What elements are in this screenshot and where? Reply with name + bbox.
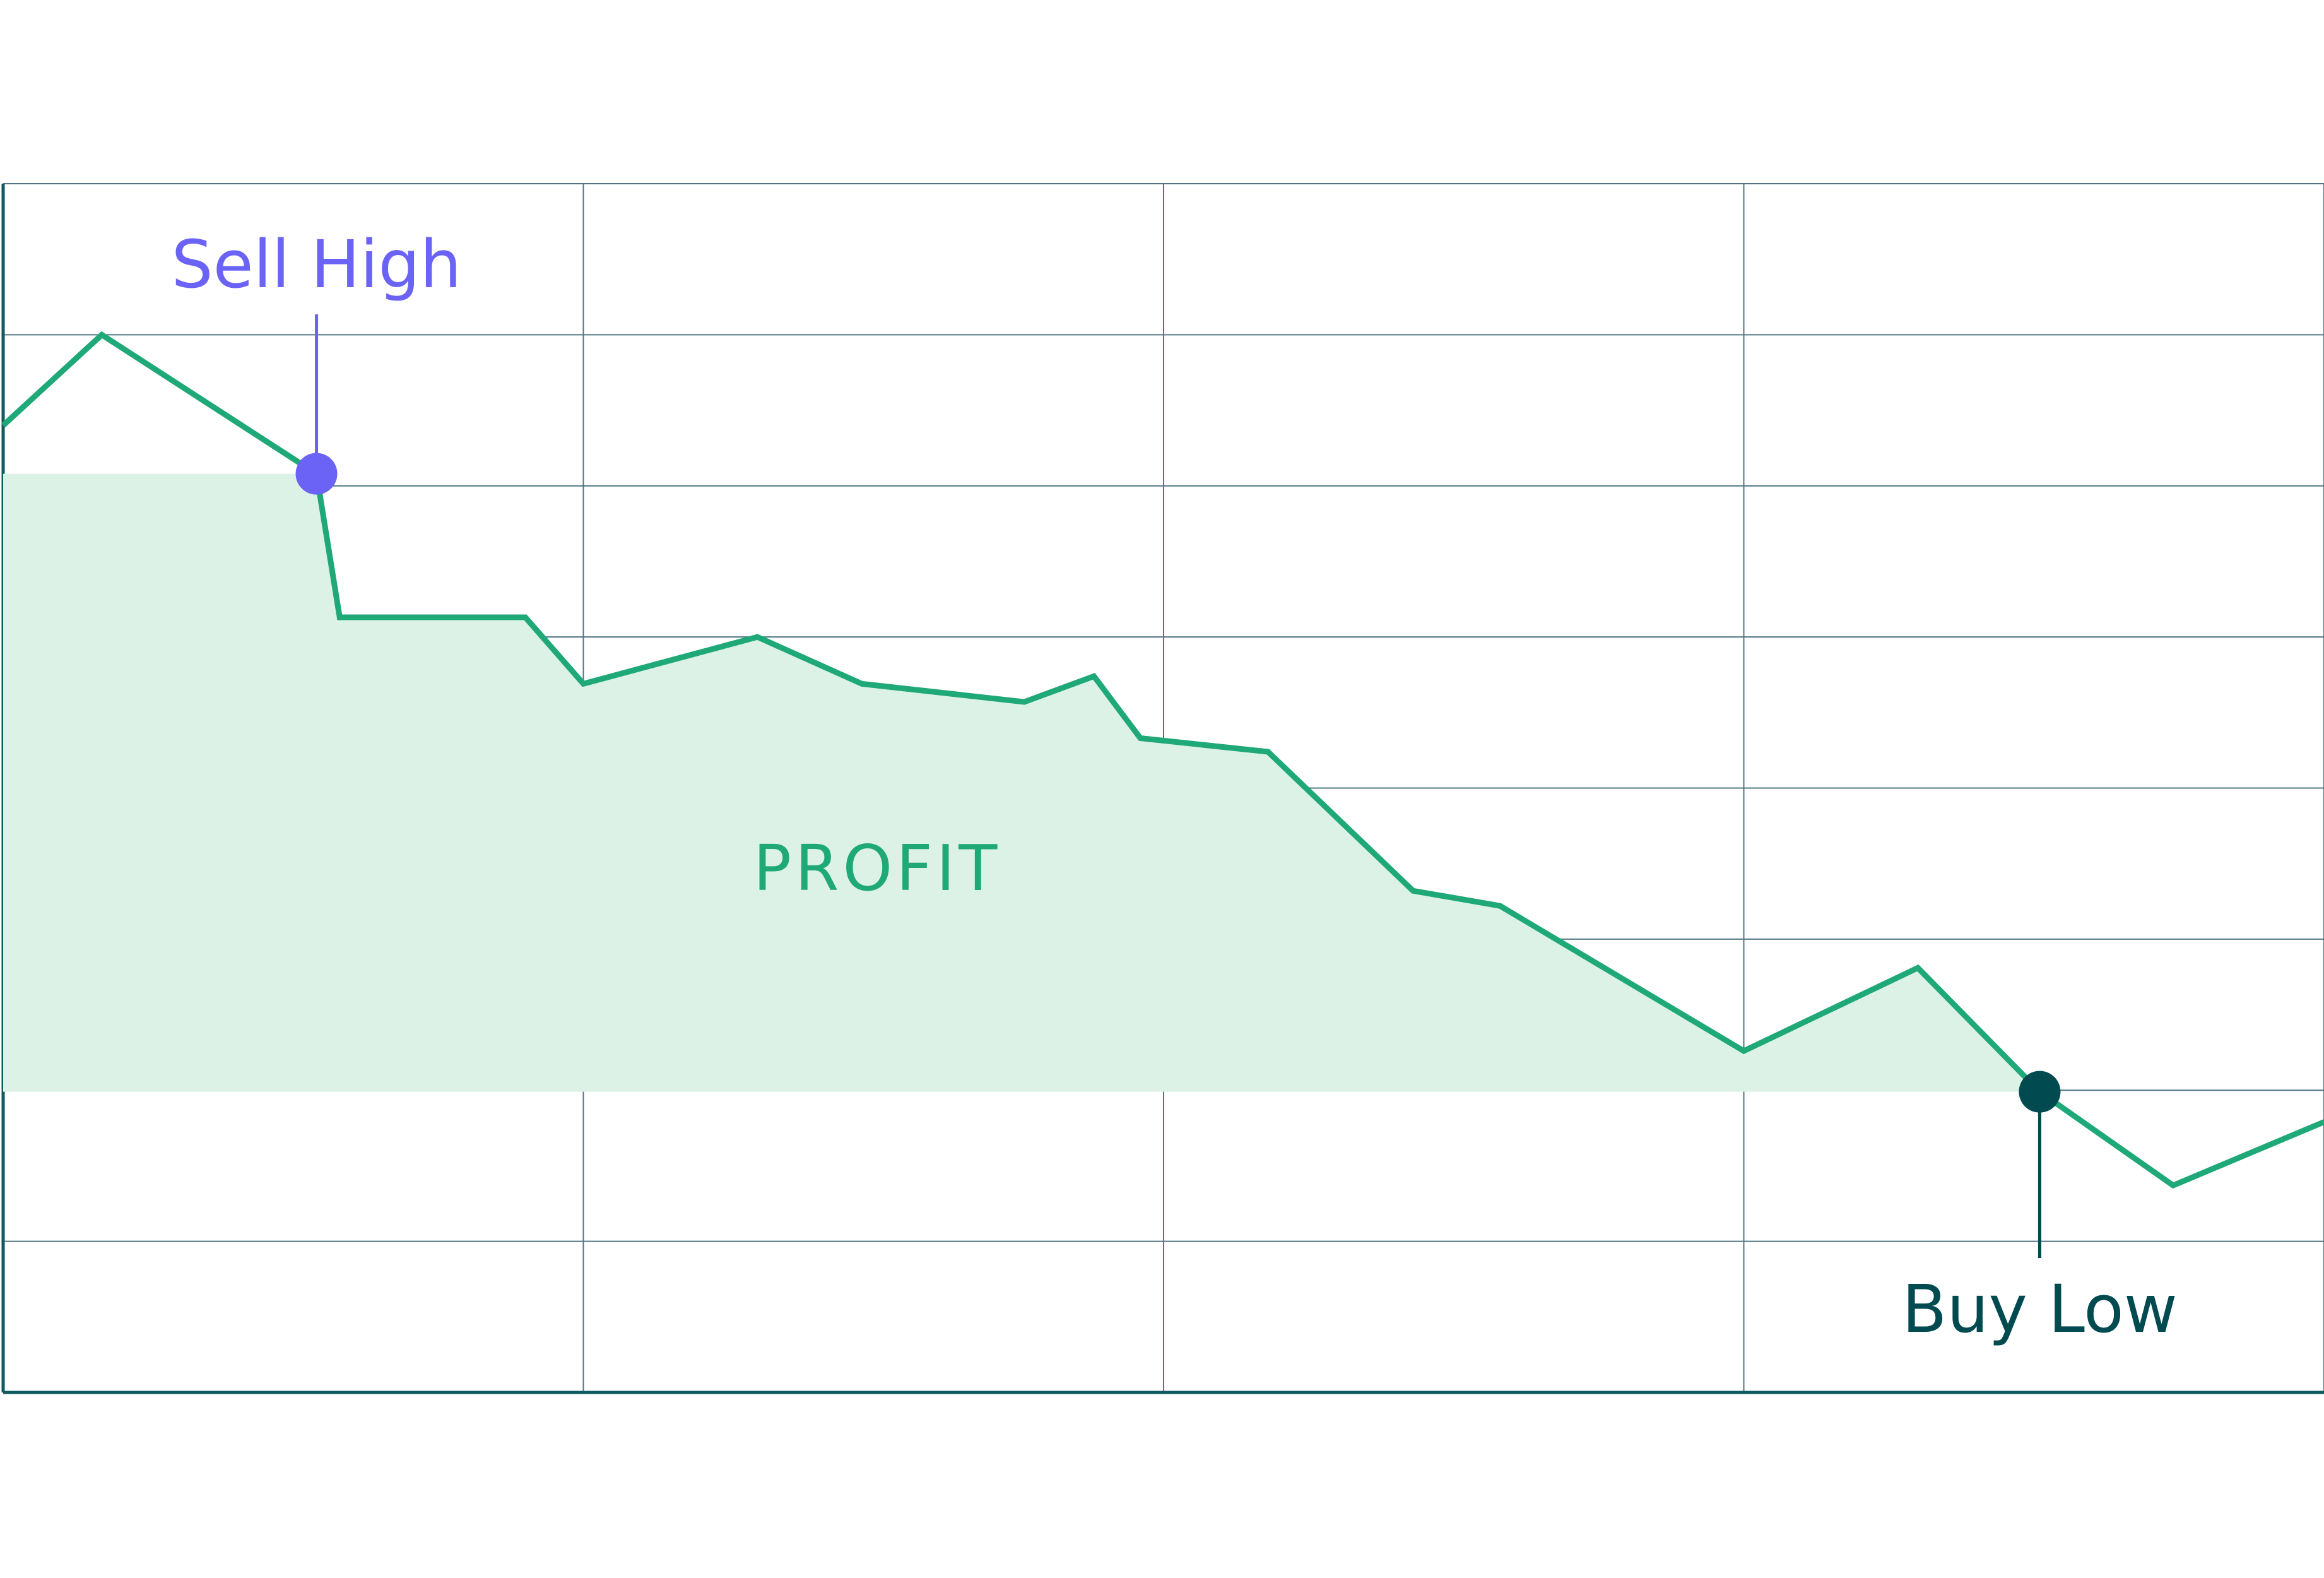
annotation-marker	[295, 453, 338, 495]
price-line	[1, 331, 2324, 1189]
annotation-label: Buy Low	[1902, 1271, 2178, 1348]
area-label: PROFIT	[753, 831, 1001, 905]
annotation-label: Sell High	[172, 226, 462, 303]
profit-area	[3, 473, 2040, 1092]
annotation-marker	[2019, 1071, 2061, 1113]
plot: PROFIT Sell High Buy Low	[1, 226, 2324, 1348]
